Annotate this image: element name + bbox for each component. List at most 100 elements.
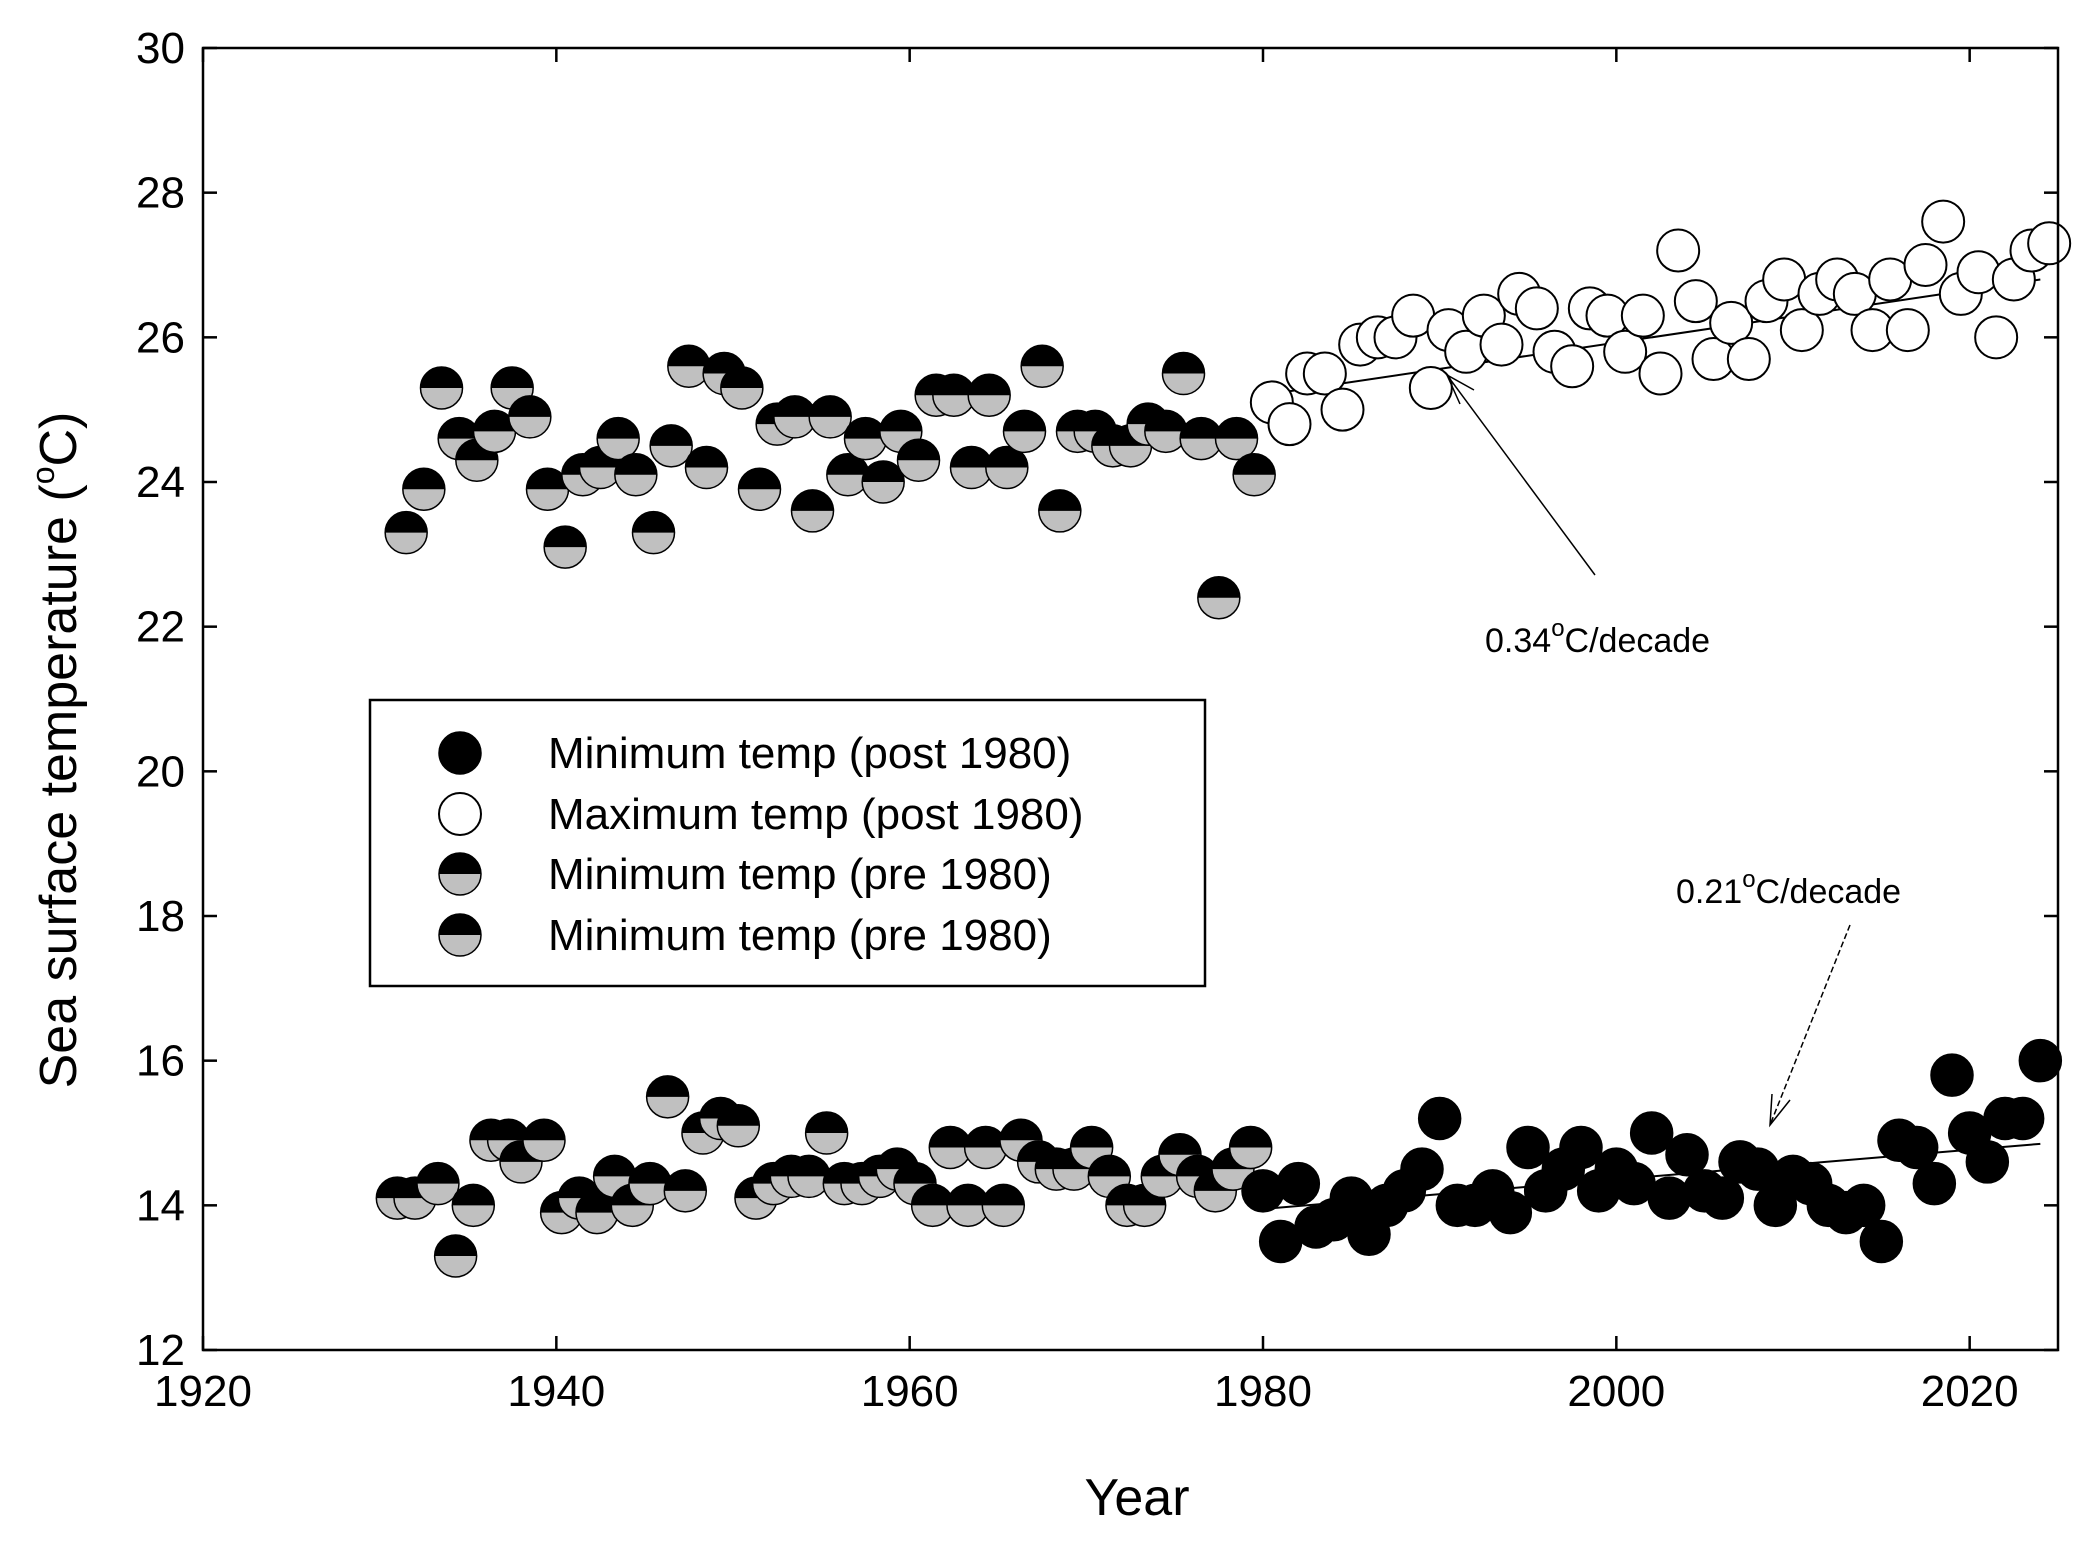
data-point-half [981, 1183, 1026, 1228]
data-point-open [2027, 221, 2072, 266]
data-point-half [790, 489, 835, 533]
data-point-open [1267, 402, 1312, 447]
data-point-half [451, 1183, 496, 1228]
data-point-open [1779, 308, 1824, 353]
annotation-max-value: 0.34 [1485, 622, 1551, 660]
data-point-open [1638, 351, 1683, 396]
data-point-half-top [646, 1075, 689, 1097]
data-point-half-top [1038, 489, 1081, 511]
data-point-filled [1965, 1140, 2010, 1184]
data-point-half-outline [896, 438, 941, 483]
data-point-half-top [402, 468, 445, 490]
data-point-filled [1912, 1161, 1957, 1206]
data-point-half-outline [1197, 575, 1241, 620]
data-point-half-outline [649, 424, 693, 468]
data-point-half-top [667, 345, 710, 367]
data-point-half [645, 1075, 690, 1119]
data-point-filled [1400, 1147, 1444, 1191]
data-point-half [910, 1183, 955, 1228]
data-point-half [416, 1161, 460, 1206]
y-axis-title-unit: C) [30, 412, 88, 467]
data-point-filled [2000, 1096, 2045, 1141]
data-point-half [596, 416, 640, 461]
data-point-open [1603, 329, 1648, 374]
data-point-half-outline [522, 1118, 566, 1162]
data-point-half [949, 445, 994, 490]
data-point-half-outline [1214, 416, 1259, 461]
annotation-max-arrow-line [1446, 374, 1596, 576]
annotation-min-trend: 0.21oC/decade [1676, 866, 1901, 1128]
data-point-half-top [487, 1119, 530, 1141]
x-tick-label: 1920 [154, 1367, 252, 1416]
data-point-open [1656, 228, 1701, 273]
data-point-half-outline [790, 489, 835, 533]
data-point-filled [1488, 1190, 1533, 1235]
data-point-half-top [522, 1119, 565, 1141]
data-point-half-outline [663, 1169, 708, 1213]
data-point-filled [1700, 1176, 1745, 1220]
data-point-half-top [897, 439, 940, 461]
data-point-half [1002, 409, 1047, 454]
data-point-half-top [964, 1126, 1007, 1148]
data-point-half-top [738, 468, 781, 490]
data-point-half-top [685, 446, 728, 468]
data-point-open [1302, 351, 1347, 396]
data-point-half [649, 424, 693, 468]
data-point-half-top [1003, 410, 1046, 432]
data-point-half [1179, 416, 1223, 461]
data-point-half-top [1162, 352, 1205, 374]
data-point-open [1408, 365, 1453, 410]
data-point-half-top [720, 366, 763, 388]
y-tick-label: 26 [136, 313, 185, 362]
data-point-half [967, 373, 1011, 417]
data-point-filled [1559, 1125, 1603, 1170]
data-point-half-top [1021, 345, 1064, 367]
legend-label: Minimum temp (pre 1980) [548, 850, 1052, 899]
data-point-half-outline [499, 1140, 543, 1184]
y-tick-label: 18 [136, 892, 185, 941]
y-tick-label: 16 [136, 1037, 185, 1086]
data-point-half-top [1180, 417, 1223, 439]
data-point-half-top [879, 410, 922, 432]
data-point-half-top [544, 526, 587, 548]
data-point-half [896, 438, 941, 483]
data-point-filled [1276, 1161, 1321, 1206]
axes: 1920 1940 1960 1980 2000 2020 12 14 16 18 20 22 24 26… [136, 24, 2060, 1416]
data-point-half-top [999, 1119, 1042, 1141]
data-point-half [433, 1234, 478, 1278]
y-tick-label: 24 [136, 458, 185, 507]
data-point-half-outline [720, 366, 764, 410]
data-point-half [1214, 416, 1259, 461]
annotation-min-arrowhead [1769, 1093, 1791, 1128]
x-tick-label: 1960 [861, 1367, 959, 1416]
data-point-open [1620, 293, 1665, 338]
data-point-filled [1665, 1132, 1709, 1177]
data-point-half [720, 366, 764, 410]
annotation-max-label: 0.34oC/decade [1485, 615, 1710, 660]
data-point-filled [1506, 1125, 1550, 1170]
legend-label: Minimum temp (pre 1980) [548, 911, 1052, 960]
data-point-half [667, 344, 711, 389]
data-point-half-top [1229, 1126, 1272, 1148]
annotation-max-degree: o [1551, 615, 1564, 642]
annotation-max-arrowhead [1445, 373, 1475, 405]
data-point-half-top [911, 1184, 954, 1206]
data-point-filled [1841, 1183, 1886, 1228]
data-point-filled [1894, 1125, 1939, 1170]
data-point-filled [1417, 1096, 1462, 1141]
data-point-half [932, 373, 976, 417]
data-point-half-top [805, 1112, 848, 1133]
data-point-half [384, 510, 428, 555]
data-point-half [472, 409, 517, 454]
data-point-open [1726, 337, 1771, 382]
legend-marker-open [438, 792, 482, 836]
data-point-half-top [1088, 1155, 1131, 1177]
data-point-half-outline [614, 453, 658, 497]
data-point-half-top [416, 1162, 459, 1184]
data-point-half-top [473, 410, 516, 432]
data-point-half [543, 525, 587, 569]
data-point-open [1903, 243, 1948, 287]
data-point-half [419, 366, 464, 410]
data-point-half-outline [596, 416, 640, 461]
legend-entry-min-post: Minimum temp (post 1980) [438, 729, 1071, 778]
